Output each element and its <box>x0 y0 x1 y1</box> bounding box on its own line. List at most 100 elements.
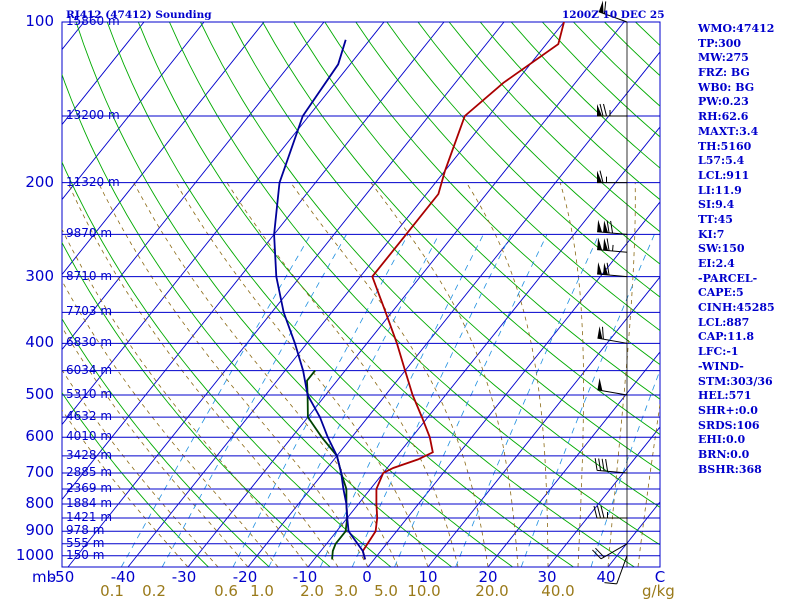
moist-adiabat <box>62 228 309 567</box>
dry-adiabat <box>324 22 660 366</box>
mixing-ratio-tick-label: 3.0 <box>334 582 358 600</box>
pressure-tick-label: 600 <box>25 427 54 446</box>
sounding-index-item: L57:5.4 <box>698 154 745 168</box>
sounding-index-item: LCL:911 <box>698 168 750 182</box>
mixing-ratio-unit-label: g/kg <box>642 582 675 600</box>
mixing-ratio-tick-label: 0.6 <box>214 582 238 600</box>
moist-adiabat <box>637 401 660 567</box>
sounding-index-item: TT:45 <box>698 212 733 226</box>
sounding-index-item: EI:2.4 <box>698 257 735 270</box>
wind-barb <box>597 237 628 253</box>
moist-adiabat <box>559 182 584 567</box>
sounding-index-item: WMO:47412 <box>698 22 775 35</box>
dry-adiabat <box>62 392 209 567</box>
sounding-index-item: -WIND- <box>698 359 744 373</box>
temperature-tick-label: 20 <box>478 568 498 586</box>
sounding-index-item: SW:150 <box>698 242 745 256</box>
dry-adiabat <box>262 22 660 436</box>
height-label: 150 m <box>66 547 105 562</box>
temperature-tick-label: 0 <box>362 568 372 586</box>
pressure-tick-label: 200 <box>25 172 54 191</box>
wind-barbs <box>592 0 628 585</box>
dry-adiabat <box>62 318 270 567</box>
sounding-index-item: KI:7 <box>698 227 725 241</box>
height-label: 7703 m <box>66 304 113 319</box>
mixing-ratio-line <box>520 234 655 567</box>
sounding-index-item: EHI:0.0 <box>698 433 746 447</box>
dry-adiabat <box>293 22 660 400</box>
pressure-tick-label: 100 <box>25 12 54 30</box>
chart-title: RJ412 (47412) Sounding <box>66 9 212 21</box>
height-label: 6034 m <box>66 362 113 377</box>
sounding-index-item: SI:9.4 <box>698 198 735 212</box>
temperature-trace <box>361 22 565 560</box>
sounding-index-item: CAPE:5 <box>698 286 744 300</box>
height-label: 3428 m <box>66 447 113 462</box>
sounding-index-item: LFC:-1 <box>698 345 739 359</box>
mixing-ratio-tick-label: 10.0 <box>407 582 441 600</box>
sounding-index-item: FRZ: BG <box>698 66 750 80</box>
moist-adiabat <box>67 182 339 567</box>
isotherm <box>187 22 625 567</box>
dry-adiabat <box>106 22 574 567</box>
dew-point-trace <box>306 370 349 560</box>
isotherm <box>427 276 660 567</box>
dry-adiabat <box>62 241 331 567</box>
temperature-tick-label: -40 <box>110 568 136 586</box>
isotherm <box>62 22 145 126</box>
isotherm <box>62 22 265 276</box>
mixing-ratio-line <box>590 369 660 567</box>
temperature-tick-label: -10 <box>292 568 318 586</box>
pressure-lines <box>62 21 660 568</box>
isotherm <box>62 22 325 351</box>
isotherm <box>127 22 565 567</box>
mixing-ratio-line <box>455 234 600 567</box>
sounding-traces <box>273 22 565 560</box>
dry-adiabat <box>355 22 660 332</box>
sounding-index-item: STM:303/36 <box>698 374 773 388</box>
isotherm <box>547 426 660 567</box>
isotherm <box>247 51 660 567</box>
wind-barb <box>594 458 628 474</box>
chart-datetime: 1200Z 10 DEC 25 <box>562 9 665 21</box>
height-label: 4632 m <box>66 409 113 424</box>
temperature-tick-label: 40 <box>596 568 616 586</box>
moist-adiabat <box>607 182 636 567</box>
pressure-tick-label: 700 <box>25 463 54 482</box>
dry-adiabat <box>62 73 453 567</box>
mixing-ratio-tick-label: 40.0 <box>541 582 575 600</box>
pressure-tick-label: 1000 <box>15 545 54 564</box>
temperature-tick-label: -50 <box>49 568 75 586</box>
sounding-index-item: HEL:571 <box>698 389 752 403</box>
height-label: 4010 m <box>66 429 113 444</box>
wind-barb <box>597 326 628 344</box>
height-label: 8710 m <box>66 268 113 283</box>
moist-adiabat <box>370 182 519 567</box>
moist-adiabat <box>226 182 459 567</box>
sounding-index-item: WB0: BG <box>698 80 755 94</box>
height-label: 6830 m <box>66 335 113 350</box>
wind-barb <box>592 543 628 560</box>
moist-adiabat <box>98 182 369 567</box>
pressure-tick-label: 300 <box>25 266 54 285</box>
sounding-index-item: LCL:887 <box>698 315 750 329</box>
wind-barb <box>597 219 628 235</box>
isotherm <box>487 351 660 567</box>
height-label: 2885 m <box>66 465 113 480</box>
pressure-tick-label: 400 <box>25 333 54 352</box>
sounding-index-item: SHR+:0.0 <box>698 403 758 417</box>
height-label: 1421 m <box>66 510 113 525</box>
temperature-tick-label: 10 <box>418 568 438 586</box>
sounding-index-item: CAP:11.8 <box>698 330 755 344</box>
height-label: 13200 m <box>66 107 120 122</box>
isotherm <box>62 22 205 201</box>
mixing-ratio-tick-label: 0.1 <box>100 582 124 600</box>
mixing-ratio-line <box>120 234 311 567</box>
isotherm <box>62 22 385 426</box>
height-label: 15860 m <box>66 14 120 28</box>
moist-adiabat <box>175 182 429 567</box>
temperature-tick-label: 30 <box>537 568 557 586</box>
isotherm <box>367 201 660 567</box>
wind-barb <box>604 555 628 585</box>
